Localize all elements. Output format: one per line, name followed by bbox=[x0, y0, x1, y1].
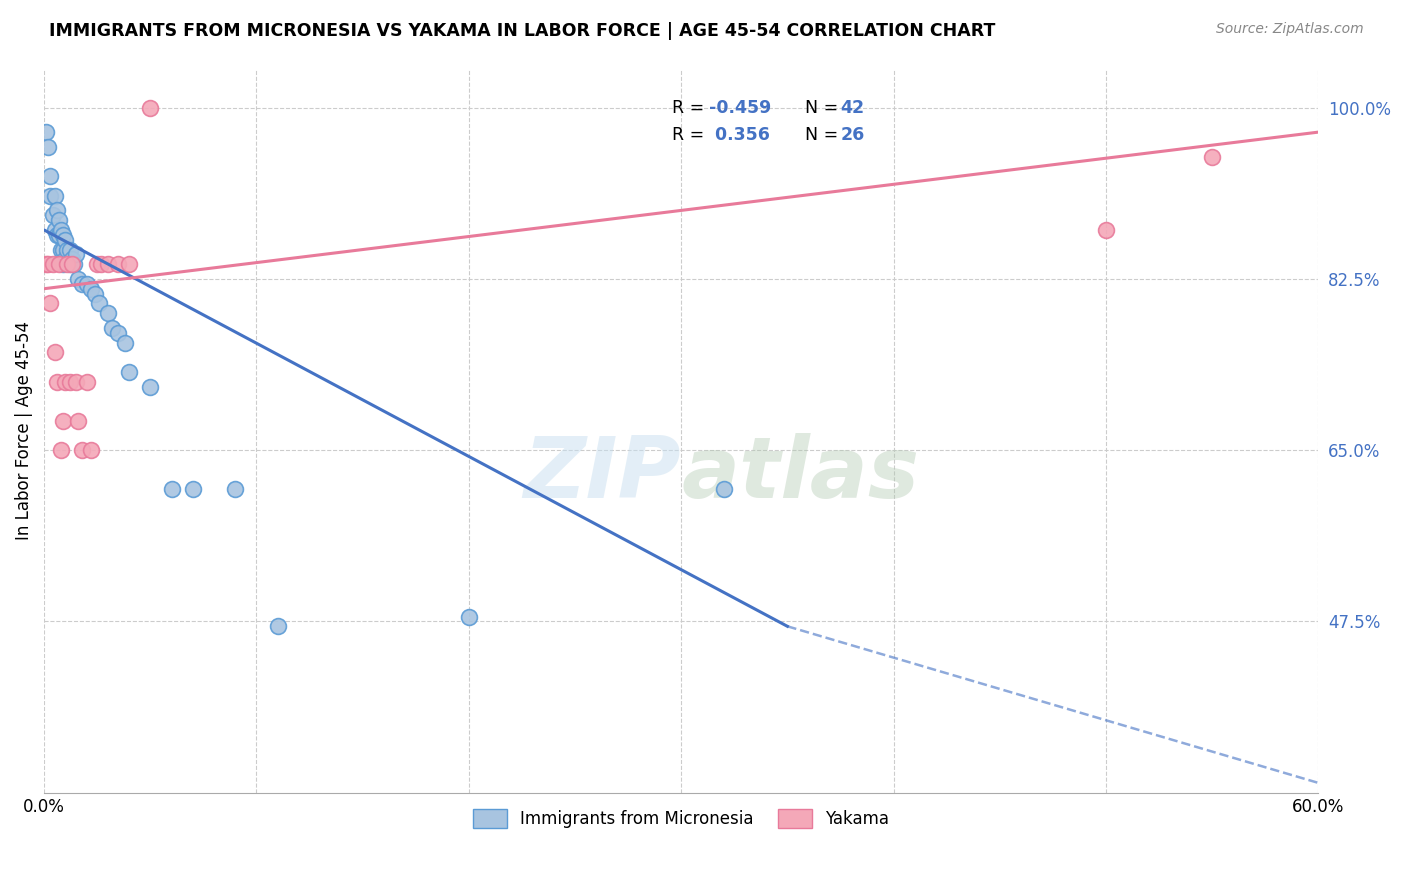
Text: 0.356: 0.356 bbox=[709, 126, 770, 145]
Point bbox=[114, 335, 136, 350]
Point bbox=[60, 252, 83, 267]
Point bbox=[56, 243, 79, 257]
Point bbox=[58, 257, 80, 271]
Text: R =: R = bbox=[672, 126, 710, 145]
Legend: Immigrants from Micronesia, Yakama: Immigrants from Micronesia, Yakama bbox=[467, 803, 896, 835]
Text: 42: 42 bbox=[841, 99, 865, 117]
Point bbox=[48, 213, 70, 227]
Point bbox=[52, 257, 75, 271]
Point bbox=[58, 243, 80, 257]
Point bbox=[49, 223, 72, 237]
Point bbox=[76, 375, 98, 389]
Point bbox=[139, 379, 162, 393]
Point bbox=[39, 188, 62, 202]
Point bbox=[45, 227, 67, 242]
Point bbox=[72, 443, 94, 458]
Point bbox=[97, 257, 120, 271]
Point bbox=[139, 101, 162, 115]
Text: atlas: atlas bbox=[681, 433, 920, 516]
Point bbox=[89, 296, 111, 310]
Point bbox=[41, 208, 63, 222]
Point bbox=[41, 257, 63, 271]
Point bbox=[39, 296, 62, 310]
Point bbox=[67, 272, 90, 286]
Point bbox=[86, 257, 108, 271]
Point bbox=[60, 257, 83, 271]
Point bbox=[58, 375, 80, 389]
Text: N =: N = bbox=[804, 126, 844, 145]
Text: ZIP: ZIP bbox=[523, 433, 681, 516]
Point bbox=[52, 227, 75, 242]
Point bbox=[1095, 223, 1118, 237]
Point bbox=[45, 203, 67, 218]
Text: Source: ZipAtlas.com: Source: ZipAtlas.com bbox=[1216, 22, 1364, 37]
Point bbox=[52, 243, 75, 257]
Point bbox=[1201, 150, 1223, 164]
Point bbox=[65, 375, 87, 389]
Point bbox=[67, 414, 90, 428]
Point bbox=[49, 443, 72, 458]
Point bbox=[101, 321, 124, 335]
Y-axis label: In Labor Force | Age 45-54: In Labor Force | Age 45-54 bbox=[15, 321, 32, 540]
Point bbox=[52, 414, 75, 428]
Point bbox=[118, 365, 141, 379]
Text: IMMIGRANTS FROM MICRONESIA VS YAKAMA IN LABOR FORCE | AGE 45-54 CORRELATION CHAR: IMMIGRANTS FROM MICRONESIA VS YAKAMA IN … bbox=[49, 22, 995, 40]
Text: R =: R = bbox=[672, 99, 710, 117]
Point bbox=[65, 247, 87, 261]
Point bbox=[72, 277, 94, 291]
Point bbox=[44, 223, 66, 237]
Point bbox=[84, 286, 107, 301]
Point bbox=[107, 257, 129, 271]
Point bbox=[48, 257, 70, 271]
Point bbox=[90, 257, 112, 271]
Point bbox=[267, 619, 290, 633]
Point bbox=[53, 375, 76, 389]
Point bbox=[45, 375, 67, 389]
Point bbox=[118, 257, 141, 271]
Point bbox=[80, 282, 103, 296]
Point bbox=[224, 483, 246, 497]
Point bbox=[37, 257, 59, 271]
Point bbox=[181, 483, 204, 497]
Point bbox=[713, 483, 735, 497]
Point bbox=[56, 257, 79, 271]
Point bbox=[35, 125, 58, 139]
Point bbox=[107, 326, 129, 340]
Text: N =: N = bbox=[804, 99, 844, 117]
Point bbox=[457, 609, 479, 624]
Point bbox=[49, 243, 72, 257]
Point bbox=[48, 227, 70, 242]
Point bbox=[39, 169, 62, 183]
Point bbox=[76, 277, 98, 291]
Point bbox=[53, 252, 76, 267]
Point bbox=[53, 233, 76, 247]
Point bbox=[44, 345, 66, 359]
Point bbox=[37, 140, 59, 154]
Point bbox=[44, 188, 66, 202]
Text: 26: 26 bbox=[841, 126, 865, 145]
Point bbox=[63, 257, 86, 271]
Text: -0.459: -0.459 bbox=[709, 99, 772, 117]
Point bbox=[160, 483, 183, 497]
Point bbox=[80, 443, 103, 458]
Point bbox=[97, 306, 120, 320]
Point bbox=[35, 257, 58, 271]
